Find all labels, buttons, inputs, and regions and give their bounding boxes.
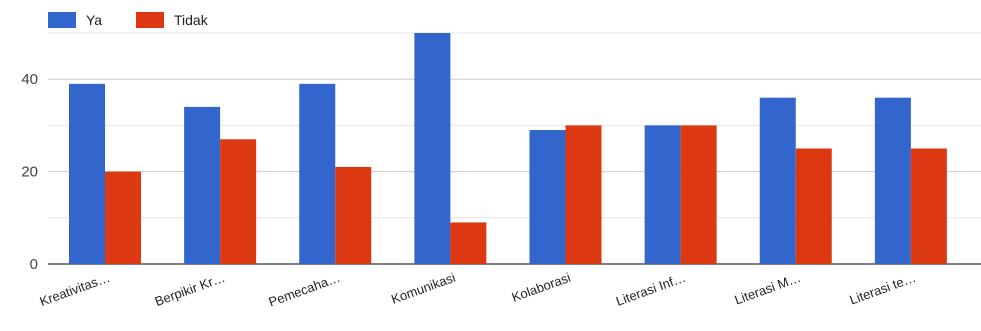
bar-ya (414, 33, 451, 264)
bar-tidak (450, 222, 487, 264)
bars (69, 33, 947, 265)
x-tick-label: Literasi te… (848, 270, 918, 308)
bar-ya (759, 97, 796, 265)
legend: Ya Tidak (48, 12, 209, 28)
x-axis-labels: Kreativitas… Berpikir Kr… Pemecaha… Komunik… (38, 270, 918, 310)
bar-ya (529, 130, 566, 264)
x-tick-label: Komunikasi (389, 270, 457, 307)
bar-ya (184, 106, 221, 264)
y-tick-label: 20 (21, 164, 38, 181)
bar-tidak (105, 171, 141, 264)
y-axis-ticks: 0 20 40 (21, 71, 38, 273)
x-tick-label: Literasi Inf… (614, 270, 688, 309)
bar-tidak (680, 125, 717, 265)
x-tick-label: Literasi M… (732, 270, 802, 308)
bar-ya (644, 125, 681, 265)
legend-label: Ya (86, 12, 102, 28)
bar-tidak (565, 125, 602, 265)
y-tick-label: 40 (21, 71, 38, 88)
bar-ya (874, 97, 911, 265)
x-tick-label: Pemecaha… (267, 270, 343, 310)
legend-swatch (136, 12, 164, 28)
bar-ya (69, 83, 105, 264)
bar-ya (299, 83, 336, 264)
bar-tidak (220, 139, 257, 264)
x-tick-label: Kolaborasi (510, 270, 573, 305)
legend-label: Tidak (174, 12, 209, 28)
bar-tidak (335, 166, 372, 264)
bar-tidak (795, 148, 832, 264)
x-tick-label: Berpikir Kr… (153, 270, 227, 309)
legend-swatch (48, 12, 76, 28)
y-tick-label: 0 (30, 256, 38, 273)
x-tick-label: Kreativitas… (38, 270, 112, 309)
bar-tidak (910, 148, 947, 264)
